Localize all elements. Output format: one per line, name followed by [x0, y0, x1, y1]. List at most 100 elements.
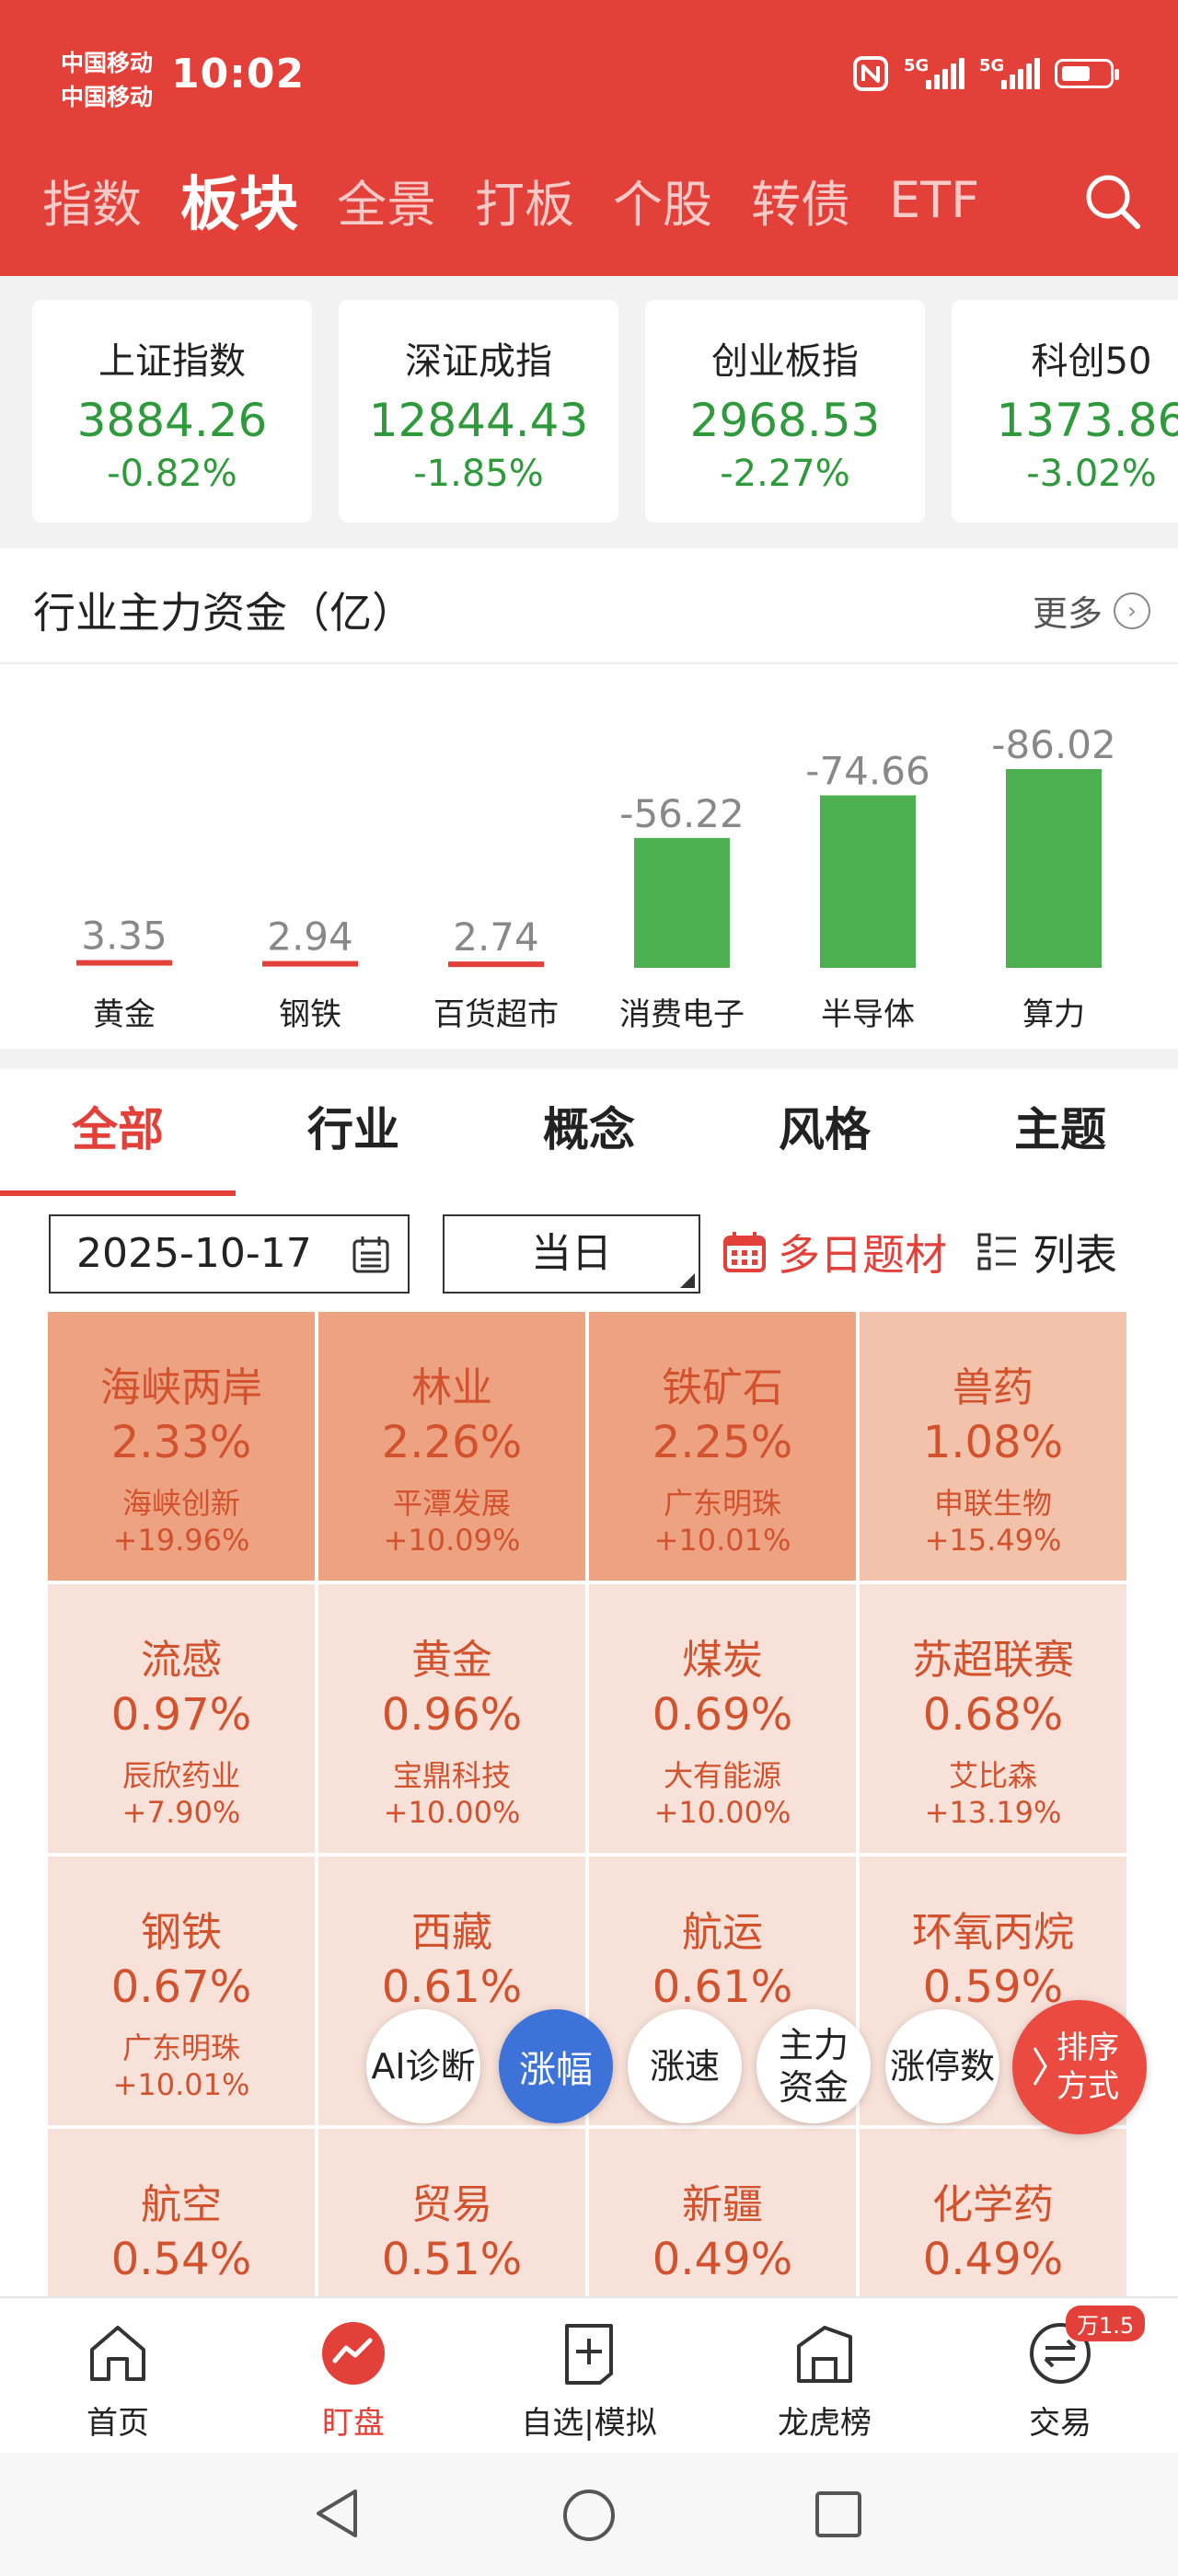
index-card-star50[interactable]: 科创50 1373.86 -3.02% — [952, 300, 1178, 523]
cat-tab-industry[interactable]: 行业 — [307, 1103, 399, 1156]
sort-by-capital-button[interactable]: 主力 资金 — [756, 2009, 871, 2123]
top-tab-etf[interactable]: ETF — [889, 170, 980, 229]
bar-value-label: -74.66 — [805, 749, 930, 794]
sector-name: 航空 — [141, 2181, 222, 2228]
top-tab-panorama[interactable]: 全景 — [337, 175, 436, 234]
sector-name: 新疆 — [682, 2181, 763, 2228]
sector-heatmap-area: 海峡两岸 2.33% 海峡创新 +19.96% 林业 2.26% 平潭发展 +10.09% 铁矿… — [0, 1312, 1178, 2296]
sort-mode-button[interactable]: 排序 方式 — [1012, 2000, 1147, 2134]
trade-badge: 万1.5 — [1066, 2306, 1146, 2341]
sort-by-rise-button[interactable]: 涨幅 — [499, 2009, 613, 2123]
top-tab-convertible-bonds[interactable]: 转债 — [751, 175, 850, 234]
multi-day-topic-button[interactable]: 多日题材 — [722, 1222, 947, 1282]
nav-watch-market[interactable]: 盯盘 — [236, 2298, 471, 2453]
sector-name: 林业 — [411, 1364, 492, 1411]
index-name: 创业板指 — [711, 340, 859, 383]
sector-cell[interactable]: 航空 0.54% — [48, 2129, 315, 2296]
index-name: 科创50 — [1031, 340, 1152, 383]
index-card-shanghai[interactable]: 上证指数 3884.26 -0.82% — [32, 300, 312, 523]
chevron-right-icon: › — [1114, 592, 1150, 629]
sector-cell[interactable]: 林业 2.26% 平潭发展 +10.09% — [318, 1312, 585, 1581]
top-tab-sector[interactable]: 板块 — [180, 171, 298, 239]
status-bar: 中国移动 中国移动 10:02 5G 5G — [0, 0, 1178, 156]
sector-cell[interactable]: 流感 0.97% 辰欣药业 +7.90% — [48, 1584, 315, 1853]
sort-by-speed-button[interactable]: 涨速 — [628, 2009, 742, 2123]
sector-heatmap: 海峡两岸 2.33% 海峡创新 +19.96% 林业 2.26% 平潭发展 +10.09% 铁矿… — [48, 1312, 1130, 2296]
signal-1-label: 5G — [904, 56, 930, 75]
sector-cell[interactable]: 钢铁 0.67% 广东明珠 +10.01% — [48, 1857, 315, 2125]
back-icon[interactable] — [311, 2488, 363, 2539]
cat-tab-style[interactable]: 风格 — [779, 1103, 871, 1156]
leading-stock: 宝鼎科技 — [392, 1758, 511, 1793]
list-view-button[interactable]: 列表 — [976, 1222, 1117, 1282]
inflow-bar — [76, 960, 172, 966]
leading-stock: 辰欣药业 — [121, 1758, 240, 1793]
date-picker[interactable]: 2025-10-17 — [49, 1214, 410, 1294]
nav-home[interactable]: 首页 — [0, 2298, 236, 2453]
category-tabs: 全部 行业 概念 风格 主题 — [0, 1069, 1178, 1196]
signal-2-label: 5G — [979, 56, 1005, 75]
recent-apps-icon[interactable] — [814, 2490, 863, 2539]
more-button[interactable]: 更多 › — [1033, 585, 1150, 636]
battery-icon — [1055, 59, 1119, 88]
index-price: 3884.26 — [76, 394, 268, 447]
sector-cell[interactable]: 苏超联赛 0.68% 艾比森 +13.19% — [860, 1584, 1126, 1853]
index-card-shenzhen[interactable]: 深证成指 12844.43 -1.85% — [339, 300, 618, 523]
index-change: -0.82% — [107, 453, 237, 495]
leading-stock: 广东明珠 — [121, 2030, 240, 2065]
nav-watch-market-label: 盯盘 — [322, 2405, 385, 2442]
bar-value-label: -56.22 — [619, 791, 744, 836]
period-select[interactable]: 当日 — [443, 1214, 700, 1294]
carrier-1: 中国移动 — [61, 50, 154, 76]
add-watchlist-icon — [565, 2324, 613, 2385]
sector-cell[interactable]: 兽药 1.08% 申联生物 +15.49% — [860, 1312, 1126, 1581]
sector-change: 0.69% — [652, 1689, 793, 1741]
nav-dragon-tiger-label: 龙虎榜 — [778, 2405, 872, 2442]
cat-tab-concept[interactable]: 概念 — [543, 1103, 635, 1156]
sort-by-limit-up-button[interactable]: 涨停数 — [885, 2009, 999, 2123]
top-tab-index[interactable]: 指数 — [42, 175, 142, 234]
index-price: 12844.43 — [368, 394, 589, 447]
nfc-icon — [853, 56, 888, 91]
bottom-nav: 首页 盯盘 自选|模拟 龙虎榜 万1.5 交易 — [0, 2296, 1178, 2453]
top-tab-stocks[interactable]: 个股 — [613, 175, 712, 234]
sector-cell[interactable]: 海峡两岸 2.33% 海峡创新 +19.96% — [48, 1312, 315, 1581]
outflow-bar — [820, 795, 916, 968]
sector-cell[interactable]: 化学药 0.49% — [860, 2129, 1126, 2296]
sector-change: 0.49% — [922, 2234, 1064, 2285]
sector-change: 1.08% — [922, 1417, 1064, 1468]
nav-watchlist-simulate[interactable]: 自选|模拟 — [471, 2298, 707, 2453]
leading-stock: 大有能源 — [663, 1758, 781, 1793]
period-value: 当日 — [531, 1230, 612, 1277]
nav-trade[interactable]: 万1.5 交易 — [942, 2298, 1178, 2453]
sector-cell[interactable]: 煤炭 0.69% 大有能源 +10.00% — [589, 1584, 856, 1853]
system-nav-bar — [0, 2453, 1178, 2576]
home-icon — [90, 2326, 145, 2381]
leading-stock: 平潭发展 — [392, 1486, 511, 1521]
sector-cell[interactable]: 铁矿石 2.25% 广东明珠 +10.01% — [589, 1312, 856, 1581]
section-gap — [0, 1049, 1178, 1069]
home-circle-icon[interactable] — [561, 2488, 617, 2543]
sector-cell[interactable]: 贸易 0.51% — [318, 2129, 585, 2296]
nav-dragon-tiger[interactable]: 龙虎榜 — [707, 2298, 942, 2453]
search-icon[interactable] — [1080, 169, 1145, 234]
cat-tab-theme[interactable]: 主题 — [1014, 1103, 1106, 1156]
index-change: -3.02% — [1026, 453, 1157, 495]
sector-change: 0.97% — [110, 1689, 252, 1741]
nav-trade-label: 交易 — [1029, 2405, 1091, 2442]
sector-cell[interactable]: 新疆 0.49% — [589, 2129, 856, 2296]
index-price: 1373.86 — [996, 394, 1178, 447]
sector-change: 2.25% — [652, 1417, 793, 1468]
list-label: 列表 — [1033, 1230, 1117, 1280]
sort-by-rise-label: 涨幅 — [519, 2049, 593, 2091]
sector-change: 0.68% — [922, 1689, 1064, 1741]
sector-change: 0.54% — [110, 2234, 252, 2285]
ai-diagnosis-button[interactable]: AI诊断 — [366, 2009, 480, 2123]
index-card-chinext[interactable]: 创业板指 2968.53 -2.27% — [645, 300, 925, 523]
sector-cell[interactable]: 黄金 0.96% 宝鼎科技 +10.00% — [318, 1584, 585, 1853]
more-label: 更多 — [1032, 593, 1103, 634]
cat-tab-all[interactable]: 全部 — [0, 1069, 236, 1196]
nav-home-label: 首页 — [87, 2405, 149, 2442]
top-tab-limit-board[interactable]: 打板 — [475, 175, 574, 234]
outflow-bar — [1006, 769, 1102, 968]
